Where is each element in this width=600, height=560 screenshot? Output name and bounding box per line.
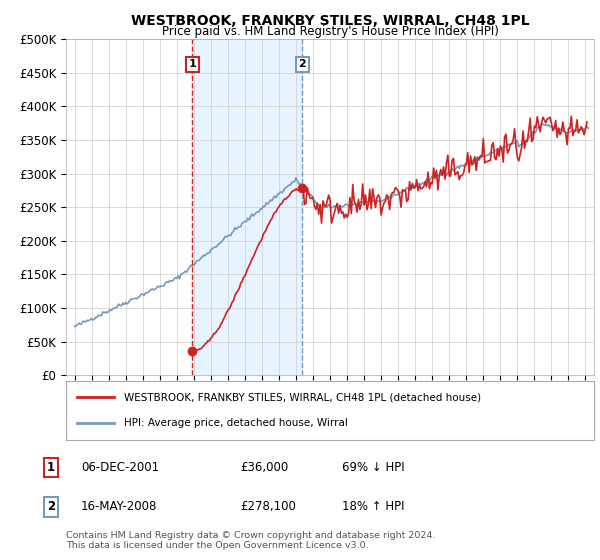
Text: 1: 1	[47, 461, 55, 474]
Text: 06-DEC-2001: 06-DEC-2001	[81, 461, 159, 474]
Text: Price paid vs. HM Land Registry's House Price Index (HPI): Price paid vs. HM Land Registry's House …	[161, 25, 499, 38]
Bar	[193, 39, 302, 375]
Text: 69% ↓ HPI: 69% ↓ HPI	[342, 461, 404, 474]
Text: WESTBROOK, FRANKBY STILES, WIRRAL, CH48 1PL: WESTBROOK, FRANKBY STILES, WIRRAL, CH48 …	[131, 14, 529, 28]
Text: 18% ↑ HPI: 18% ↑ HPI	[342, 500, 404, 514]
Text: 1: 1	[188, 59, 196, 69]
Text: 16-MAY-2008: 16-MAY-2008	[81, 500, 157, 514]
Text: WESTBROOK, FRANKBY STILES, WIRRAL, CH48 1PL (detached house): WESTBROOK, FRANKBY STILES, WIRRAL, CH48 …	[124, 392, 481, 402]
Text: £278,100: £278,100	[240, 500, 296, 514]
Text: 2: 2	[47, 500, 55, 514]
Text: 2: 2	[298, 59, 306, 69]
Text: Contains HM Land Registry data © Crown copyright and database right 2024.
This d: Contains HM Land Registry data © Crown c…	[66, 530, 436, 550]
Text: £36,000: £36,000	[240, 461, 288, 474]
Text: HPI: Average price, detached house, Wirral: HPI: Average price, detached house, Wirr…	[124, 418, 348, 428]
